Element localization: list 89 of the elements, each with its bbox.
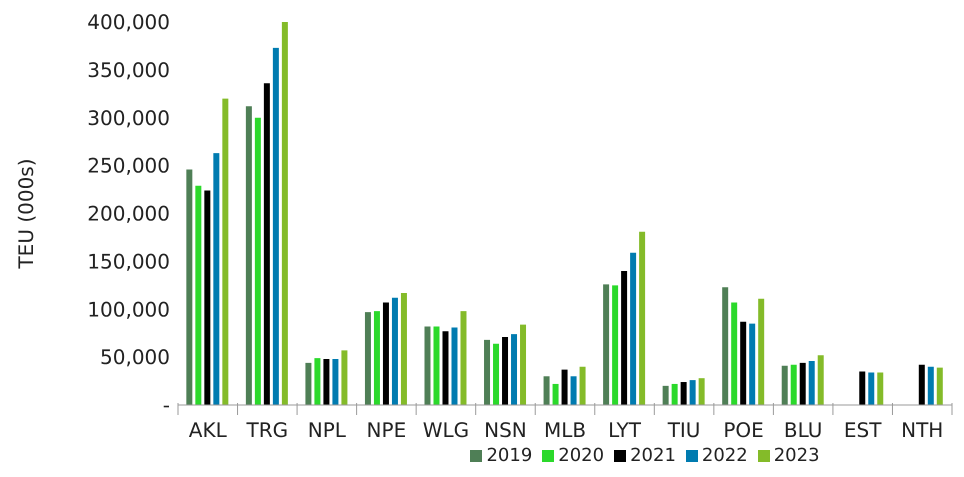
bar [612,285,618,405]
bar [305,362,312,405]
x-tick-label: AKL [188,418,228,442]
bar [451,327,458,405]
y-tick-label: 100,000 [87,297,170,322]
bar [460,311,466,405]
x-tick-label: WLG [422,418,470,442]
x-tick-label: NSN [484,418,527,442]
bar [552,384,559,405]
y-tick-label: 250,000 [87,154,170,178]
y-tick-label: 200,000 [87,202,170,226]
bar [392,298,398,405]
bar [364,312,371,405]
bar [374,311,380,405]
bar [520,324,526,405]
bar [918,364,925,405]
bar [630,252,636,405]
bar [272,48,279,405]
x-tick-label: MLB [544,418,586,442]
legend-label: 2022 [702,445,748,466]
x-tick-label: POE [723,418,764,442]
x-tick-label: EST [844,418,882,442]
y-tick-label: 50,000 [100,345,170,370]
bar [282,22,288,405]
bar [341,350,348,405]
y-tick-label: 400,000 [87,10,170,34]
y-tick-label: 350,000 [87,58,170,82]
bar [782,366,788,405]
bar [603,284,610,405]
bar [808,360,815,405]
bar [639,232,646,405]
y-axis-title: TEU (000s) [14,158,38,270]
legend-label: 2021 [630,445,676,466]
bar [868,372,874,405]
bar [722,287,728,405]
bar [186,169,192,405]
bar [790,364,797,405]
y-tick-label: 300,000 [87,106,170,130]
bar [314,358,320,405]
bar [400,292,407,405]
bar [936,368,943,405]
bar [424,326,430,405]
bar [800,362,806,405]
bar [749,324,756,405]
x-tick-label: NTH [901,418,944,442]
bar [690,380,696,405]
bar [680,382,687,405]
bar [254,118,261,405]
bar [204,190,210,405]
x-tick-label: NPL [308,418,347,442]
bar [323,359,330,405]
x-tick-label: BLU [784,418,822,442]
bar [621,270,628,405]
x-tick-label: NPE [366,418,406,442]
bar [382,302,389,405]
x-tick-label: TRG [245,418,288,442]
bar [731,302,738,405]
bar [213,153,220,405]
bar [662,386,669,405]
bar [877,372,884,405]
bar [493,344,500,405]
bar [332,359,338,405]
bar [264,83,270,405]
bar [928,366,934,405]
bar [562,370,568,405]
bar [433,326,440,405]
y-tick-label: - [162,393,170,418]
bar [859,371,866,405]
bar [544,376,550,405]
bar [502,337,508,405]
bar [698,378,705,405]
legend-label: 2020 [558,445,604,466]
bar [511,334,518,405]
bar [818,355,824,405]
bar [246,106,252,405]
x-tick-label: TIU [666,418,700,442]
legend-label: 2023 [774,445,820,466]
bar [195,186,202,405]
bar [672,384,678,405]
y-tick-label: 150,000 [87,249,170,274]
bar [580,366,586,405]
bar [484,340,490,405]
bar [222,98,228,405]
bar [570,376,577,405]
legend-label: 2019 [486,445,532,466]
bar [740,322,746,405]
bar [758,298,764,405]
bar [442,331,448,405]
x-tick-label: LYT [608,418,642,442]
